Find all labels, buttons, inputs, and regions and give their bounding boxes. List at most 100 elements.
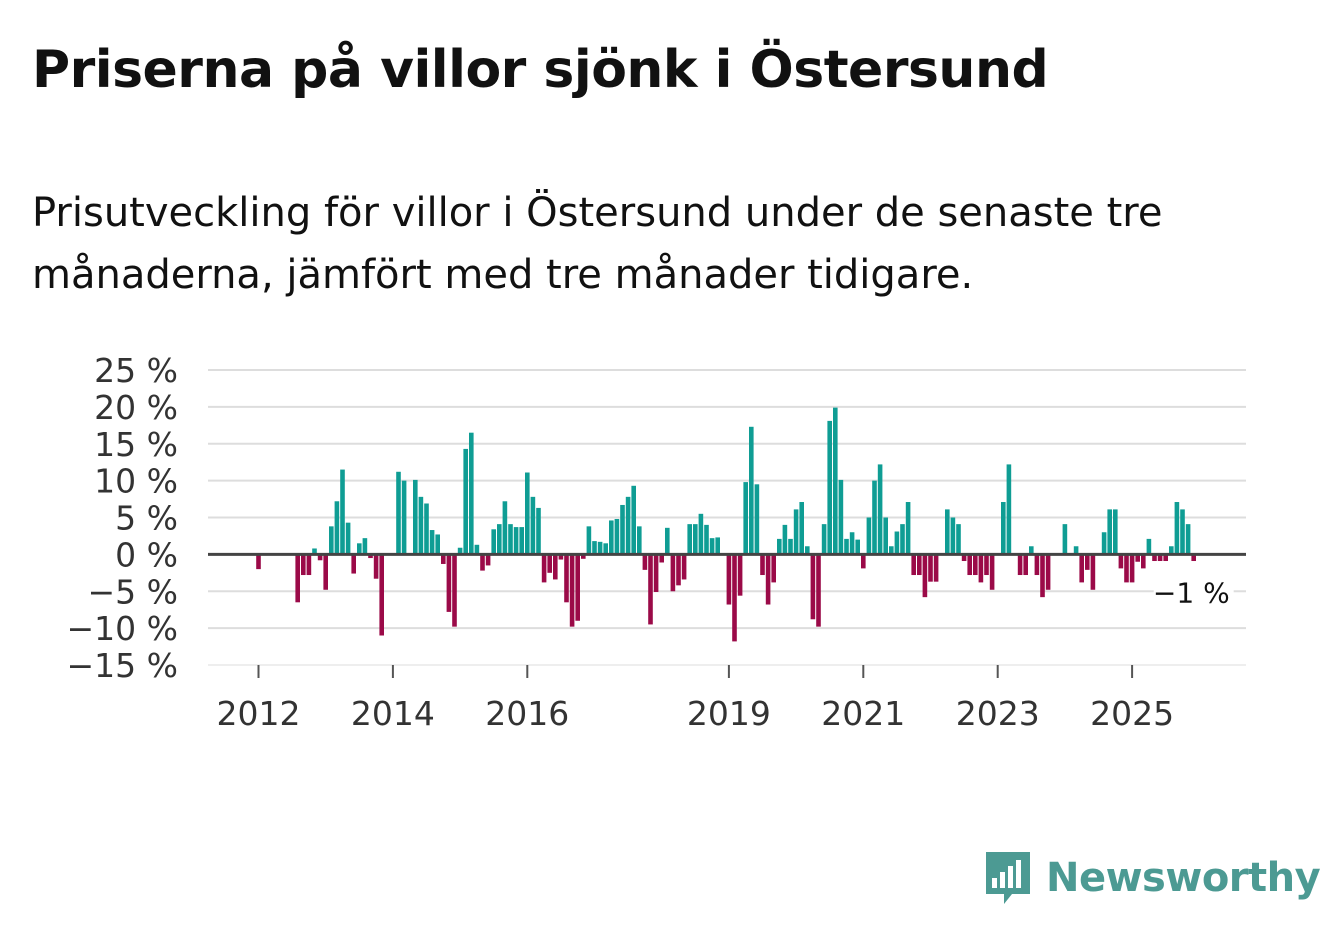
bar [457, 547, 463, 555]
bar [631, 485, 636, 555]
bar [1040, 554, 1045, 598]
y-tick-label: −5 % [88, 572, 179, 611]
x-tick-label: 2023 [956, 694, 1040, 733]
bar [760, 554, 765, 576]
bar [670, 554, 676, 592]
y-tick-label: 25 % [94, 351, 178, 390]
bar [513, 527, 519, 555]
bar [569, 554, 575, 627]
bar [373, 554, 379, 579]
bar [687, 524, 692, 555]
bar [861, 554, 866, 569]
bar [396, 471, 401, 555]
bar [625, 496, 631, 555]
bar [547, 554, 552, 573]
bar [480, 554, 485, 571]
bar [866, 517, 872, 555]
bar [905, 502, 911, 555]
bar [676, 554, 681, 586]
bar [665, 527, 670, 555]
x-tick-label: 2021 [821, 694, 905, 733]
bar [967, 554, 972, 576]
bar [693, 524, 698, 555]
bar [1001, 502, 1006, 555]
chart-title: Priserna på villor sjönk i Östersund [32, 40, 1049, 100]
bar [379, 554, 384, 636]
bar [805, 546, 810, 555]
bar [597, 541, 603, 555]
bar [564, 554, 569, 603]
bar [362, 538, 368, 555]
y-tick-label: −15 % [67, 646, 179, 685]
bar [502, 501, 508, 555]
bar [1062, 524, 1068, 555]
bar [1169, 546, 1174, 555]
bar [351, 554, 356, 574]
last-value-label: −1 % [1153, 576, 1230, 609]
bar-chart: 25 %20 %15 %10 %5 %0 %−5 %−10 %−15 % 2012… [67, 351, 1246, 733]
bar [1141, 554, 1146, 569]
bar [418, 496, 424, 555]
bar [917, 554, 922, 576]
bar [592, 541, 597, 555]
bar [306, 554, 312, 576]
bar [1174, 502, 1180, 555]
brand-name: Newsworthy [1046, 855, 1321, 901]
bar [1129, 554, 1135, 583]
bar [620, 504, 625, 555]
bar [765, 554, 771, 605]
y-tick-label: 0 % [115, 535, 178, 574]
bar [978, 554, 984, 583]
bar [844, 538, 849, 555]
bar [894, 531, 900, 555]
bar [810, 554, 816, 620]
bar [1090, 554, 1096, 590]
bar [357, 543, 362, 555]
x-tick-label: 2025 [1090, 694, 1174, 733]
bar [749, 426, 754, 555]
bar [441, 554, 446, 564]
bar [698, 513, 704, 555]
chart-subtitle: Prisutveckling för villor i Östersund un… [32, 190, 1163, 298]
bar [413, 479, 418, 555]
bar [950, 517, 956, 555]
bar [833, 407, 838, 555]
bar [961, 554, 967, 562]
bar [581, 554, 586, 559]
bar [771, 554, 776, 583]
bar [883, 517, 888, 555]
bar [782, 524, 788, 555]
bar [519, 527, 524, 555]
bars [256, 407, 1196, 642]
bar [256, 554, 261, 570]
bar [345, 522, 351, 555]
bar [1157, 554, 1163, 562]
bar [329, 526, 334, 555]
bar [648, 554, 653, 625]
bar [1017, 554, 1023, 576]
bar [525, 472, 530, 555]
bar [838, 479, 844, 555]
bar [609, 520, 614, 555]
bar [558, 554, 564, 560]
bar [323, 554, 328, 590]
bar [821, 524, 827, 555]
bar [642, 554, 648, 570]
bar [1023, 554, 1028, 576]
bar [340, 469, 345, 555]
bar [586, 526, 592, 555]
bar [295, 554, 300, 603]
bar [1107, 509, 1112, 555]
bar [799, 502, 804, 555]
bar [1073, 546, 1079, 555]
bar [1006, 464, 1012, 555]
bar [709, 538, 715, 555]
bar [849, 532, 855, 555]
bar [435, 534, 440, 555]
bar [737, 554, 743, 596]
bar [497, 524, 502, 555]
bar [793, 509, 799, 555]
bar [1185, 524, 1191, 555]
bar [1113, 509, 1118, 555]
bar [715, 537, 720, 555]
